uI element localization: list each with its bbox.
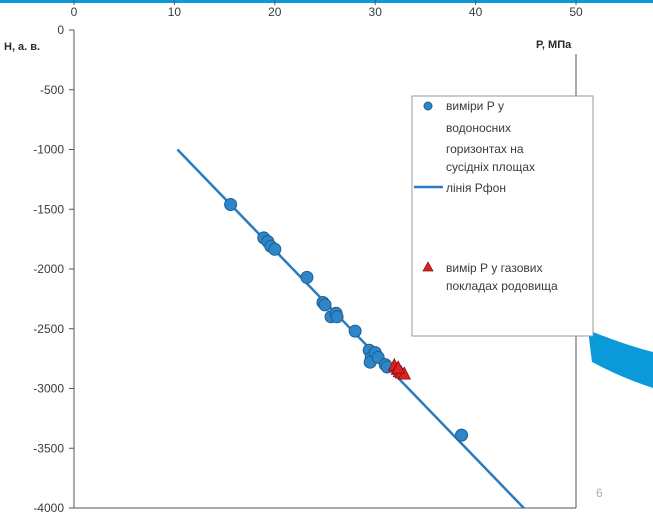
x-axis-ticks: 0 10 20 30 40 50 bbox=[71, 0, 583, 19]
y-tick-label: -3500 bbox=[33, 441, 64, 455]
page-number: 6 bbox=[596, 486, 603, 500]
series-layer bbox=[176, 148, 525, 509]
x-tick-label: 30 bbox=[369, 5, 383, 19]
legend-label-gas-line2: покладах родовища bbox=[446, 279, 558, 293]
x-tick-label: 50 bbox=[569, 5, 583, 19]
data-point-gas bbox=[391, 360, 405, 374]
y-axis-ticks: 0 -500 -1000 -1500 -2000 -2500 -3000 -3500 -4000 bbox=[33, 23, 74, 513]
y-tick-label: 0 bbox=[57, 23, 64, 37]
legend-label-wells-line1: виміри Р у bbox=[446, 99, 504, 113]
y-tick-label: -2000 bbox=[33, 262, 64, 276]
x-tick-label: 40 bbox=[469, 5, 483, 19]
data-point-water bbox=[318, 298, 332, 312]
y-tick-label: -4000 bbox=[33, 501, 64, 513]
legend-label-wells-line2: водоносних bbox=[446, 121, 511, 135]
legend-label-gas-line1: вимір Р у газових bbox=[446, 261, 542, 275]
decorative-arc bbox=[588, 330, 653, 388]
data-point-water bbox=[268, 242, 282, 256]
y-tick-label: -1500 bbox=[33, 202, 64, 216]
x-tick-label: 10 bbox=[168, 5, 182, 19]
legend-label-wells-line3: горизонтах на bbox=[446, 142, 524, 156]
x-tick-label: 20 bbox=[268, 5, 282, 19]
data-point-water bbox=[224, 197, 238, 211]
legend-label-wells-line4: сусідніх площах bbox=[446, 160, 535, 174]
x-tick-label: 0 bbox=[71, 5, 78, 19]
data-point-water bbox=[455, 428, 469, 442]
y-tick-label: -2500 bbox=[33, 322, 64, 336]
legend-box bbox=[411, 95, 594, 337]
y-axis-title: H, а. в. bbox=[4, 41, 40, 53]
legend: виміри Р у водоносних горизонтах на сусі… bbox=[411, 95, 594, 337]
top-accent-band bbox=[0, 0, 653, 3]
y-tick-label: -1000 bbox=[33, 143, 64, 157]
y-tick-label: -500 bbox=[40, 83, 64, 97]
y-tick-label: -3000 bbox=[33, 382, 64, 396]
data-point-water bbox=[330, 310, 344, 324]
legend-circle-marker bbox=[423, 101, 433, 111]
data-point-water bbox=[300, 270, 314, 284]
x-axis-title: P, МПа bbox=[536, 39, 572, 51]
legend-triangle-marker bbox=[422, 261, 434, 272]
legend-label-line: лінія Рфон bbox=[446, 181, 506, 195]
data-point-water bbox=[348, 324, 362, 338]
